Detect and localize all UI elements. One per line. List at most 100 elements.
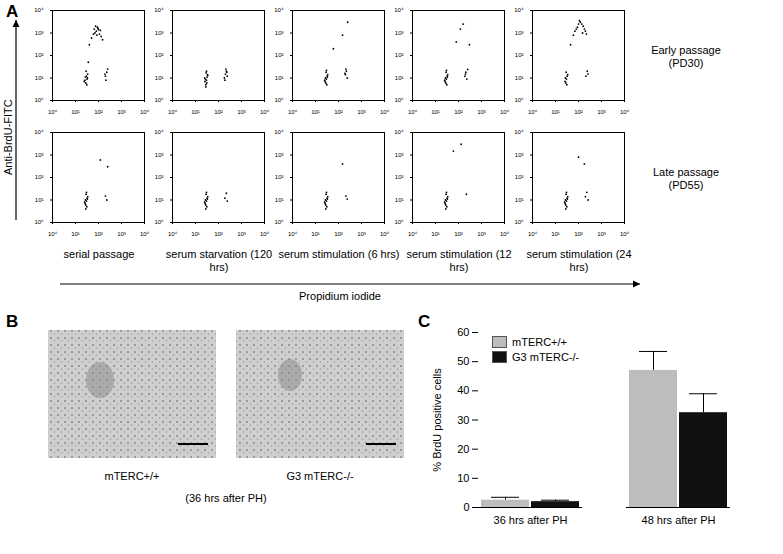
svg-text:10⁴: 10⁴ <box>514 7 524 13</box>
svg-text:10³: 10³ <box>357 231 366 237</box>
svg-text:10⁰: 10⁰ <box>514 219 524 225</box>
svg-text:0: 0 <box>463 501 469 513</box>
svg-text:10⁰: 10⁰ <box>528 109 538 115</box>
svg-text:10³: 10³ <box>155 30 164 36</box>
svg-text:10³: 10³ <box>597 231 606 237</box>
svg-text:10⁰: 10⁰ <box>274 219 284 225</box>
svg-text:10⁰: 10⁰ <box>408 109 418 115</box>
svg-text:10¹: 10¹ <box>311 231 320 237</box>
svg-text:10²: 10² <box>214 109 223 115</box>
svg-text:10¹: 10¹ <box>71 231 80 237</box>
svg-text:10³: 10³ <box>275 30 284 36</box>
svg-text:10³: 10³ <box>597 109 606 115</box>
svg-text:10²: 10² <box>94 109 103 115</box>
svg-text:10⁰: 10⁰ <box>168 231 178 237</box>
svg-text:10⁰: 10⁰ <box>274 97 284 103</box>
svg-text:50: 50 <box>457 355 469 367</box>
svg-text:40: 40 <box>457 384 469 396</box>
svg-text:10¹: 10¹ <box>35 75 44 81</box>
svg-text:10⁴: 10⁴ <box>154 129 164 135</box>
svg-text:10⁴: 10⁴ <box>140 109 150 115</box>
svg-text:10³: 10³ <box>515 152 524 158</box>
svg-text:10²: 10² <box>275 174 284 180</box>
svg-text:10¹: 10¹ <box>155 75 164 81</box>
svg-text:% BrdU positive cells: % BrdU positive cells <box>431 368 443 472</box>
svg-text:10²: 10² <box>334 231 343 237</box>
svg-text:10²: 10² <box>454 231 463 237</box>
svg-text:10⁴: 10⁴ <box>154 7 164 13</box>
svg-text:10⁴: 10⁴ <box>380 109 390 115</box>
svg-text:10³: 10³ <box>155 152 164 158</box>
svg-text:10³: 10³ <box>117 231 126 237</box>
svg-text:10¹: 10¹ <box>275 75 284 81</box>
svg-text:10³: 10³ <box>275 152 284 158</box>
svg-text:10²: 10² <box>275 52 284 58</box>
svg-text:10⁰: 10⁰ <box>48 231 58 237</box>
svg-text:10⁴: 10⁴ <box>34 129 44 135</box>
svg-text:30: 30 <box>457 414 469 426</box>
svg-text:10¹: 10¹ <box>551 231 560 237</box>
svg-text:10¹: 10¹ <box>275 197 284 203</box>
svg-text:10²: 10² <box>395 52 404 58</box>
svg-text:10²: 10² <box>454 109 463 115</box>
svg-text:10¹: 10¹ <box>311 109 320 115</box>
svg-text:10²: 10² <box>214 231 223 237</box>
svg-text:10⁰: 10⁰ <box>288 109 298 115</box>
svg-text:10⁰: 10⁰ <box>528 231 538 237</box>
svg-text:10⁴: 10⁴ <box>274 129 284 135</box>
svg-text:10⁰: 10⁰ <box>34 97 44 103</box>
svg-text:10⁰: 10⁰ <box>394 97 404 103</box>
svg-text:10⁰: 10⁰ <box>48 109 58 115</box>
svg-text:10⁴: 10⁴ <box>140 231 150 237</box>
svg-text:10¹: 10¹ <box>395 75 404 81</box>
svg-text:10⁴: 10⁴ <box>380 231 390 237</box>
svg-text:10³: 10³ <box>357 109 366 115</box>
svg-text:10⁰: 10⁰ <box>408 231 418 237</box>
svg-text:10²: 10² <box>155 174 164 180</box>
svg-text:10⁴: 10⁴ <box>274 7 284 13</box>
svg-text:10¹: 10¹ <box>191 231 200 237</box>
svg-text:10⁴: 10⁴ <box>260 231 270 237</box>
svg-text:10¹: 10¹ <box>431 231 440 237</box>
svg-text:10⁰: 10⁰ <box>154 97 164 103</box>
svg-text:10⁴: 10⁴ <box>260 109 270 115</box>
svg-text:10⁰: 10⁰ <box>154 219 164 225</box>
svg-text:10³: 10³ <box>35 152 44 158</box>
svg-text:10⁴: 10⁴ <box>394 129 404 135</box>
svg-text:10¹: 10¹ <box>551 109 560 115</box>
svg-text:10²: 10² <box>574 231 583 237</box>
svg-text:10⁴: 10⁴ <box>514 129 524 135</box>
svg-text:10⁴: 10⁴ <box>500 109 510 115</box>
svg-text:10²: 10² <box>515 174 524 180</box>
svg-text:10¹: 10¹ <box>515 75 524 81</box>
svg-text:10⁴: 10⁴ <box>620 109 630 115</box>
svg-text:10¹: 10¹ <box>515 197 524 203</box>
svg-text:10⁰: 10⁰ <box>34 219 44 225</box>
svg-text:36 hrs after PH: 36 hrs after PH <box>494 514 568 526</box>
svg-text:10²: 10² <box>35 174 44 180</box>
svg-text:10⁰: 10⁰ <box>288 231 298 237</box>
svg-text:10²: 10² <box>94 231 103 237</box>
svg-text:10⁰: 10⁰ <box>168 109 178 115</box>
svg-text:10¹: 10¹ <box>191 109 200 115</box>
svg-text:10²: 10² <box>35 52 44 58</box>
svg-text:10³: 10³ <box>35 30 44 36</box>
svg-text:10²: 10² <box>515 52 524 58</box>
svg-text:10²: 10² <box>395 174 404 180</box>
svg-text:10: 10 <box>457 472 469 484</box>
svg-text:20: 20 <box>457 443 469 455</box>
svg-text:10⁴: 10⁴ <box>34 7 44 13</box>
svg-text:10³: 10³ <box>395 30 404 36</box>
svg-text:10⁰: 10⁰ <box>514 97 524 103</box>
svg-text:10³: 10³ <box>477 109 486 115</box>
svg-text:10⁴: 10⁴ <box>394 7 404 13</box>
svg-text:48 hrs after PH: 48 hrs after PH <box>642 514 716 526</box>
svg-text:10¹: 10¹ <box>431 109 440 115</box>
svg-text:10³: 10³ <box>117 109 126 115</box>
svg-text:10⁰: 10⁰ <box>394 219 404 225</box>
svg-text:10¹: 10¹ <box>395 197 404 203</box>
svg-text:10²: 10² <box>574 109 583 115</box>
svg-text:10²: 10² <box>155 52 164 58</box>
svg-text:10⁴: 10⁴ <box>500 231 510 237</box>
svg-text:60: 60 <box>457 326 469 338</box>
